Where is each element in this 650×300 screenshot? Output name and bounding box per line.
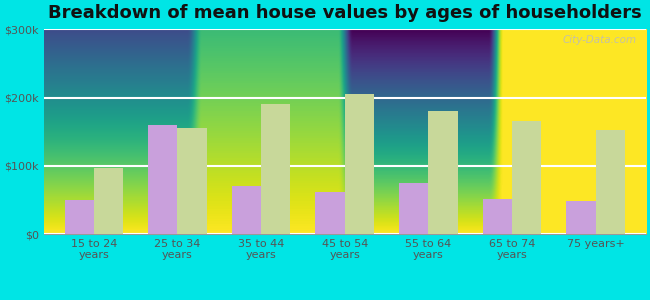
Bar — [64, 200, 94, 234]
Bar — [315, 192, 344, 234]
Bar — [595, 130, 625, 234]
Bar — [344, 94, 374, 234]
Text: City-Data.com: City-Data.com — [563, 35, 637, 45]
Bar — [232, 186, 261, 234]
Bar — [428, 111, 458, 234]
Bar — [261, 104, 291, 234]
Bar — [148, 125, 177, 234]
Bar — [512, 122, 541, 234]
Bar — [483, 199, 512, 234]
Bar — [399, 183, 428, 234]
Bar — [94, 168, 123, 234]
Bar — [566, 201, 595, 234]
Title: Breakdown of mean house values by ages of householders: Breakdown of mean house values by ages o… — [48, 4, 642, 22]
Bar — [177, 128, 207, 234]
